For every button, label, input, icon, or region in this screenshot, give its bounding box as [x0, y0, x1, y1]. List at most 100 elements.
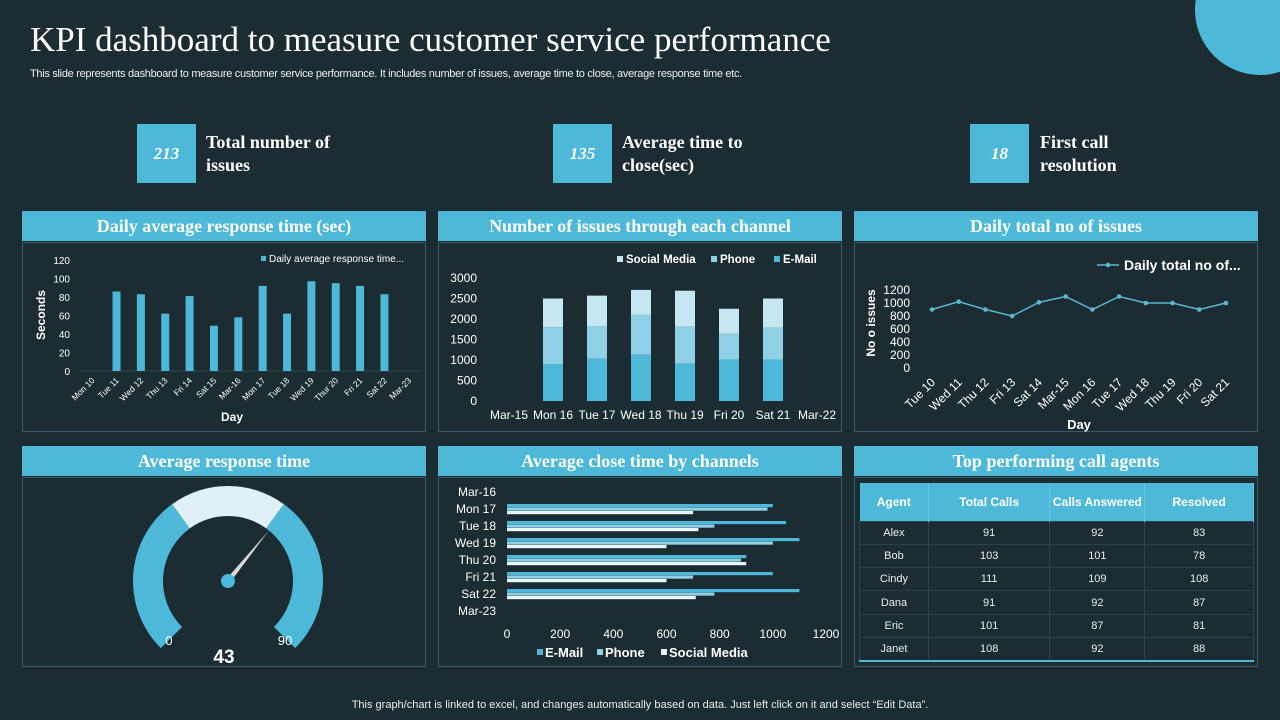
- table-cell: 88: [1144, 636, 1254, 662]
- table-cell: 81: [1144, 613, 1254, 638]
- y-tick-label: 40: [59, 330, 71, 341]
- y-tick-label: 0: [903, 361, 910, 375]
- table-cell: 103: [927, 543, 1051, 569]
- y-tick-label: Mon 17: [456, 502, 496, 516]
- x-tick-label: Mon 17: [240, 375, 267, 402]
- bar-e-mail: [507, 521, 787, 525]
- data-point: [1009, 313, 1015, 319]
- y-tick-label: 80: [59, 293, 71, 304]
- page-subtitle: This slide represents dashboard to measu…: [30, 68, 742, 80]
- y-tick-label: 600: [890, 322, 910, 336]
- x-tick-label: Mon 16: [533, 408, 573, 422]
- bar: [356, 285, 365, 371]
- table-row: Alex 91 92 83: [859, 520, 1254, 545]
- data-point: [1170, 300, 1175, 306]
- x-tick-label: Thur 20: [312, 375, 340, 403]
- table-cell: 91: [927, 590, 1051, 615]
- legend-marker: [1105, 262, 1111, 268]
- avg-close-time-chart[interactable]: 0 200 400 600 800 1000 1200 Mar-16 Mon 17 Tue 18 W…: [438, 477, 842, 667]
- x-tick-label: Mar-23: [387, 375, 413, 401]
- table-cell: 108: [927, 636, 1051, 662]
- avg-response-gauge[interactable]: 0 90 43: [22, 477, 426, 668]
- y-tick-label: 2500: [450, 292, 477, 306]
- panel-header-daily-total: Daily total no of issues: [854, 211, 1258, 241]
- bar-e-mail: [507, 504, 773, 508]
- table-cell: 92: [1049, 636, 1146, 662]
- bar-segment-phone: [543, 327, 563, 365]
- bar-e-mail: [507, 589, 800, 593]
- x-tick-label: Fri 14: [172, 375, 195, 398]
- table-cell: Eric: [859, 613, 929, 638]
- bar-social-media: [507, 511, 694, 515]
- legend-swatch: [711, 256, 717, 262]
- bar-segment-e-mail: [719, 359, 739, 401]
- gauge-value: 43: [213, 647, 234, 668]
- y-tick-label: Thu 20: [459, 553, 497, 567]
- data-point: [1090, 307, 1095, 312]
- panel-header-issues-channel: Number of issues through each channel: [438, 211, 842, 241]
- x-tick-label: 400: [603, 627, 623, 641]
- legend-label: Daily total no of...: [1124, 257, 1241, 273]
- column-header: Calls Answered: [1049, 483, 1146, 521]
- bar-social-media: [507, 579, 667, 583]
- bar: [136, 294, 145, 371]
- x-tick-label: Mon 10: [69, 375, 96, 402]
- x-tick-label: 0: [504, 627, 511, 641]
- x-tick-label: Wed 18: [620, 408, 661, 422]
- table-cell: Dana: [859, 590, 929, 615]
- table-cell: 91: [927, 520, 1051, 545]
- table-cell: 109: [1049, 567, 1146, 592]
- x-tick-label: Thu 19: [1142, 375, 1179, 412]
- table-cell: 87: [1049, 613, 1146, 638]
- y-tick-label: 120: [53, 256, 70, 267]
- footer-note: This graph/chart is linked to excel, and…: [351, 699, 929, 711]
- gauge-segment-mid: [172, 486, 284, 529]
- y-tick-label: 3000: [450, 271, 477, 285]
- y-tick-label: Tue 18: [459, 519, 496, 533]
- x-tick-label: Mar-16: [217, 375, 243, 401]
- daily-avg-response-chart[interactable]: 0 20 40 60 80 100 120 Mon 10 Tue 11 Wed 12 Thu 13 F…: [22, 242, 426, 432]
- bar-segment-e-mail: [631, 354, 651, 401]
- data-point: [1143, 300, 1149, 306]
- daily-total-issues-chart[interactable]: 0 200 400 600 800 1000 1200 Tue 10 Wed 11 Thu 12 F…: [854, 242, 1258, 432]
- gauge-segment-low: [132, 504, 190, 649]
- kpi-total-issues-value: 213: [137, 124, 196, 183]
- panel-header-daily-avg: Daily average response time (sec): [22, 211, 426, 241]
- y-tick-label: 400: [890, 335, 910, 349]
- table-cell: 111: [927, 567, 1051, 592]
- kpi-avg-close-value: 135: [553, 124, 612, 183]
- y-tick-label: Mar-16: [458, 485, 496, 499]
- y-tick-label: 800: [890, 309, 910, 323]
- y-tick-label: 2000: [450, 312, 477, 326]
- bar: [283, 313, 292, 371]
- data-point: [1116, 294, 1122, 299]
- table-row: Eric 101 87 81: [859, 613, 1254, 638]
- bar-segment-social-media: [543, 298, 563, 328]
- bar: [161, 313, 170, 371]
- bar-segment-phone: [587, 326, 607, 359]
- x-tick-label: Mar-15: [490, 408, 528, 422]
- panel-header-avg-close: Average close time by channels: [438, 446, 842, 476]
- line-series: [931, 295, 1227, 317]
- legend-swatch: [597, 649, 603, 655]
- column-header: Total Calls: [928, 483, 1051, 521]
- x-tick-label: Tue 17: [579, 408, 616, 422]
- bar-segment-phone: [763, 327, 783, 360]
- x-tick-label: 800: [710, 627, 730, 641]
- issues-channel-chart[interactable]: 0 500 1000 1500 2000 2500 3000 Mar-15 Mon 16 Tue …: [438, 242, 842, 432]
- y-tick-label: 1200: [883, 283, 910, 297]
- legend-label: Social Media: [626, 254, 696, 266]
- bar: [331, 283, 340, 371]
- data-point: [1223, 300, 1229, 306]
- bar-phone: [507, 592, 715, 596]
- bar-segment-phone: [675, 326, 695, 364]
- x-tick-label: 1200: [813, 627, 840, 641]
- panel-header-top-agents: Top performing call agents: [854, 446, 1258, 476]
- legend-label: Daily average response time...: [269, 254, 404, 265]
- gauge-pivot: [221, 574, 235, 588]
- data-point: [983, 307, 988, 312]
- data-point: [1196, 307, 1202, 312]
- bar-social-media: [507, 545, 667, 549]
- gauge-needle: [226, 530, 269, 583]
- bar-segment-e-mail: [543, 364, 563, 401]
